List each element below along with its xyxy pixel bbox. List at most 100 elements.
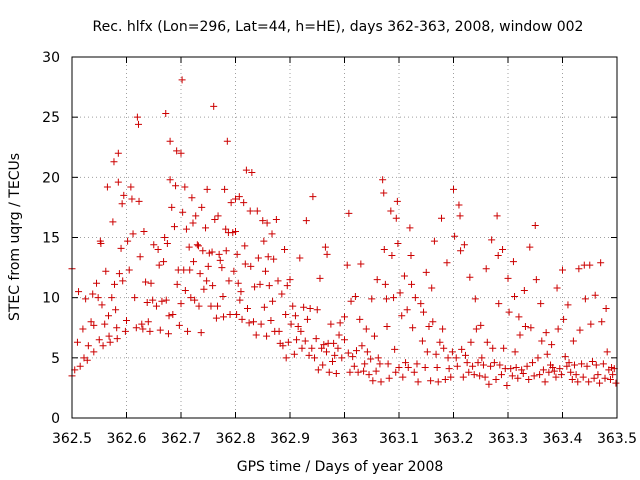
data-markers	[68, 76, 620, 390]
data-point	[144, 318, 152, 326]
data-point	[526, 243, 534, 251]
data-point	[485, 380, 493, 388]
data-point	[594, 371, 602, 379]
data-point	[82, 295, 90, 303]
data-point	[561, 353, 569, 361]
data-point	[75, 288, 83, 296]
data-point	[440, 344, 448, 352]
data-point	[305, 351, 313, 359]
data-point	[432, 350, 440, 358]
data-point	[356, 315, 364, 323]
data-point	[222, 247, 230, 255]
data-point	[103, 183, 111, 191]
data-point	[487, 362, 495, 370]
x-tick-label: 362.5	[52, 431, 92, 447]
data-point	[385, 374, 393, 382]
data-point	[350, 362, 358, 370]
data-point	[465, 368, 473, 376]
x-tick-label: 362.6	[106, 431, 146, 447]
data-point	[192, 212, 200, 220]
data-point	[84, 342, 92, 350]
data-point	[289, 302, 297, 310]
data-point	[474, 359, 482, 367]
x-tick-label: 362.9	[270, 431, 310, 447]
data-point	[260, 237, 268, 245]
data-point	[314, 366, 322, 374]
data-point	[135, 197, 143, 205]
data-point	[434, 378, 442, 386]
data-point	[236, 296, 244, 304]
data-point	[331, 351, 339, 359]
data-point	[89, 290, 97, 298]
data-point	[163, 240, 171, 248]
data-point	[300, 303, 308, 311]
data-point	[489, 344, 497, 352]
data-point	[402, 359, 410, 367]
data-point	[564, 301, 572, 309]
data-point	[532, 276, 540, 284]
data-point	[381, 280, 389, 288]
data-point	[283, 282, 291, 290]
data-point	[598, 318, 606, 326]
data-point	[414, 378, 422, 386]
data-point	[599, 360, 607, 368]
data-point	[406, 224, 414, 232]
data-point	[341, 313, 348, 321]
data-point	[272, 215, 280, 223]
data-point	[441, 375, 449, 383]
data-point	[391, 345, 399, 353]
data-point	[194, 242, 202, 250]
data-point	[563, 362, 571, 370]
data-point	[200, 285, 208, 293]
data-point	[408, 280, 416, 288]
data-point	[97, 240, 105, 248]
data-point	[320, 341, 328, 349]
data-point	[590, 374, 598, 382]
data-point	[133, 113, 141, 121]
data-point	[291, 312, 299, 320]
data-point	[581, 295, 589, 303]
data-point	[481, 373, 489, 381]
data-point	[216, 256, 224, 264]
data-point	[127, 183, 135, 191]
data-point	[139, 325, 147, 333]
data-point	[536, 371, 544, 379]
data-point	[460, 241, 468, 249]
data-point	[297, 327, 305, 335]
data-point	[173, 147, 181, 155]
data-point	[334, 344, 342, 352]
data-point	[553, 284, 561, 292]
data-point	[569, 337, 577, 345]
data-point	[329, 357, 337, 365]
data-point	[483, 338, 491, 346]
data-point	[612, 379, 620, 387]
data-point	[403, 306, 411, 314]
data-point	[521, 323, 529, 331]
data-point	[293, 336, 301, 344]
data-point	[172, 182, 180, 190]
x-tick-label: 363.4	[542, 431, 582, 447]
data-point	[380, 246, 388, 254]
data-point	[496, 361, 504, 369]
data-point	[423, 348, 431, 356]
data-point	[360, 367, 368, 375]
data-point	[466, 273, 474, 281]
data-point	[214, 212, 222, 220]
data-point	[282, 311, 290, 319]
data-point	[306, 304, 314, 312]
data-point	[444, 354, 452, 362]
data-point	[370, 332, 378, 340]
data-point	[568, 375, 576, 383]
data-point	[343, 261, 351, 269]
data-point	[108, 294, 116, 302]
data-point	[257, 320, 265, 328]
data-point	[170, 223, 178, 231]
data-point	[177, 149, 185, 157]
data-point	[308, 344, 316, 352]
data-point	[202, 224, 210, 232]
data-point	[191, 296, 199, 304]
data-point	[115, 270, 123, 278]
data-point	[150, 241, 158, 249]
data-point	[195, 302, 203, 310]
data-point	[587, 320, 595, 328]
